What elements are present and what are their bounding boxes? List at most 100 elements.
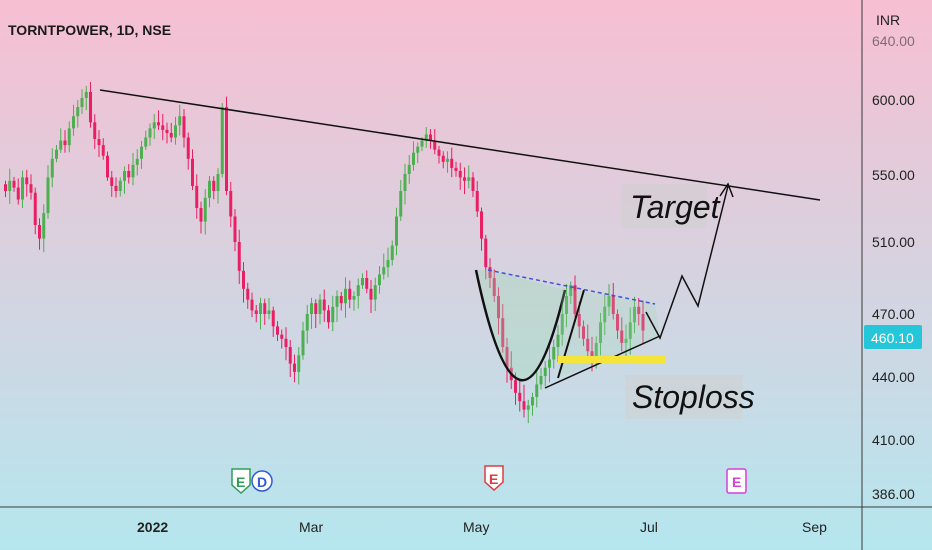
candle-body xyxy=(157,122,160,126)
event-label: E xyxy=(489,471,498,487)
y-tick-label: 386.00 xyxy=(872,486,915,502)
candle-body xyxy=(84,91,88,98)
earnings-event-marker[interactable]: E xyxy=(726,468,747,494)
candle-body xyxy=(178,116,182,126)
candle-body xyxy=(352,296,356,300)
candle-body xyxy=(565,296,568,314)
candle-body xyxy=(454,167,458,171)
candle-body xyxy=(55,149,58,159)
y-tick-label: 510.00 xyxy=(872,234,915,250)
y-tick-label: 600.00 xyxy=(872,92,915,108)
candle-body xyxy=(395,216,398,246)
candle-body xyxy=(280,334,284,339)
dividend-event-marker[interactable]: D xyxy=(251,470,273,492)
candle-body xyxy=(4,184,7,191)
candle-body xyxy=(59,140,63,150)
candle-body xyxy=(208,180,211,198)
candle-body xyxy=(165,129,169,133)
candle-body xyxy=(169,132,173,138)
candle-body xyxy=(433,140,437,150)
candle-body xyxy=(72,116,75,129)
candle-body xyxy=(301,330,305,356)
candle-body xyxy=(225,107,228,191)
candle-body xyxy=(586,338,590,352)
last-price-box xyxy=(864,325,922,349)
y-tick-label: 440.00 xyxy=(872,369,915,385)
candle-body xyxy=(254,310,258,314)
candle-body xyxy=(424,134,428,141)
candle-body xyxy=(471,177,475,191)
x-tick-label: Mar xyxy=(299,519,323,535)
x-tick-label: May xyxy=(463,519,489,535)
candle-body xyxy=(497,296,500,319)
candle-body xyxy=(548,359,551,368)
candle-body xyxy=(467,177,471,181)
candle-body xyxy=(399,191,403,217)
earnings-event-marker[interactable]: E xyxy=(484,465,504,492)
candle-body xyxy=(182,116,186,138)
candle-body xyxy=(463,177,466,181)
candle-body xyxy=(140,146,143,159)
candle-body xyxy=(607,296,611,307)
candle-body xyxy=(8,180,12,191)
candle-body xyxy=(522,401,526,410)
candle-body xyxy=(199,208,203,222)
candle-body xyxy=(407,164,411,174)
candle-body xyxy=(29,184,33,193)
candle-body xyxy=(488,267,492,278)
candle-body xyxy=(276,326,279,335)
candle-body xyxy=(110,177,114,186)
candle-body xyxy=(67,128,71,146)
last-price-text: 460.10 xyxy=(871,330,914,346)
y-tick-label: 640.00 xyxy=(872,33,915,49)
candle-body xyxy=(212,180,216,191)
candle-body xyxy=(16,187,20,200)
candle-body xyxy=(620,330,624,343)
candle-body xyxy=(186,137,190,159)
candle-body xyxy=(118,180,122,191)
candle-body xyxy=(603,306,607,323)
candle-body xyxy=(356,285,360,296)
currency-label: INR xyxy=(876,12,900,28)
candle-body xyxy=(539,376,543,385)
candle-body xyxy=(284,338,288,348)
target-label-text: Target xyxy=(630,189,721,225)
candle-body xyxy=(322,299,326,311)
candle-body xyxy=(21,177,24,200)
candle-body xyxy=(293,363,296,372)
candle-body xyxy=(38,225,41,239)
event-label: E xyxy=(732,474,741,490)
candle-body xyxy=(233,216,237,242)
target-label: Target xyxy=(621,184,721,228)
candle-body xyxy=(637,306,641,314)
candle-body xyxy=(611,296,615,314)
candle-body xyxy=(148,128,152,138)
candle-body xyxy=(152,122,156,129)
candle-body xyxy=(475,191,479,212)
candle-body xyxy=(288,347,292,364)
candle-body xyxy=(335,296,339,307)
candle-body xyxy=(484,238,488,268)
candle-body xyxy=(203,197,207,222)
candle-body xyxy=(616,314,619,331)
candle-body xyxy=(271,310,275,327)
x-tick-label: Sep xyxy=(802,519,827,535)
candle-body xyxy=(246,288,250,300)
candle-body xyxy=(501,318,505,348)
candle-body xyxy=(263,303,267,314)
candle-body xyxy=(144,137,148,147)
candle-body xyxy=(365,278,369,289)
candle-body xyxy=(50,158,54,178)
candle-body xyxy=(412,152,415,165)
candle-body xyxy=(25,177,29,185)
candle-body xyxy=(314,303,318,314)
earnings-event-marker[interactable]: E xyxy=(231,468,251,495)
candle-body xyxy=(420,140,424,147)
candle-body xyxy=(174,125,177,138)
candle-body xyxy=(216,174,220,191)
candle-body xyxy=(101,145,105,156)
candle-body xyxy=(297,355,301,372)
candle-body xyxy=(514,380,517,393)
candle-body xyxy=(220,107,224,174)
